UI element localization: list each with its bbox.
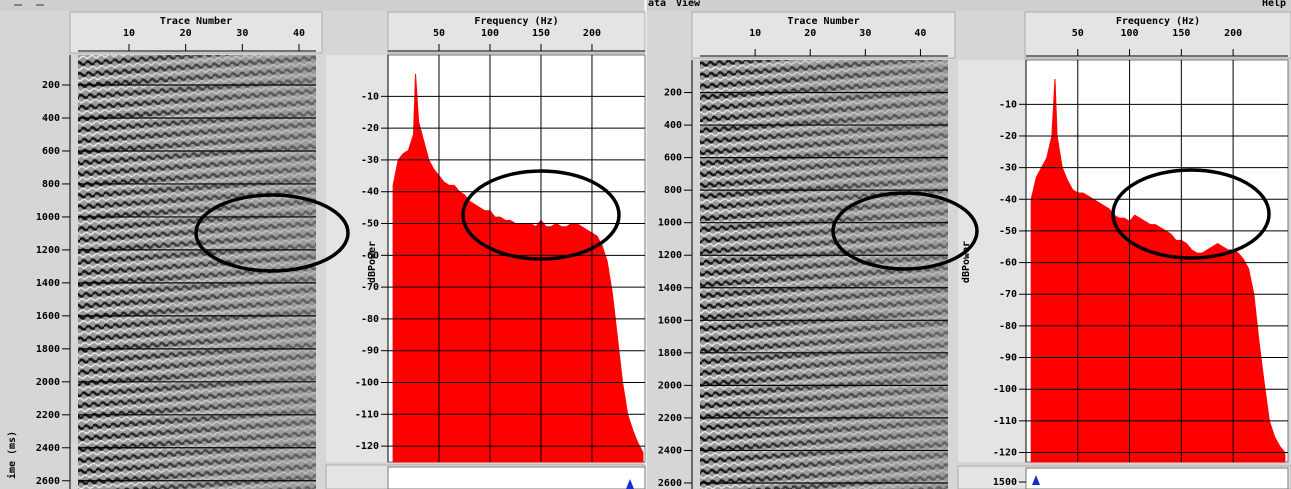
power-tick-label: -100: [993, 384, 1017, 395]
axis-title: Trace Number: [160, 16, 232, 27]
power-tick-label: -120: [355, 441, 379, 452]
power-tick-label: -50: [999, 226, 1017, 237]
power-tick-label: -30: [999, 163, 1017, 174]
trace-tick-label: 40: [293, 28, 305, 39]
time-tick-label: 400: [664, 120, 682, 131]
time-tick-label: 800: [42, 179, 60, 190]
menu-item[interactable]: Help: [1262, 0, 1286, 9]
lower-tick-label: 1500: [993, 477, 1017, 488]
freq-tick-label: 200: [1224, 28, 1242, 39]
freq-tick-label: 150: [532, 28, 550, 39]
power-tick-label: -10: [361, 91, 379, 102]
trace-tick-label: 10: [123, 28, 135, 39]
power-tick-label: -90: [361, 346, 379, 357]
menu-bar: [0, 0, 645, 11]
time-tick-label: 200: [42, 80, 60, 91]
trace-tick-label: 30: [859, 28, 871, 39]
time-tick-label: 800: [664, 185, 682, 196]
power-tick-label: -20: [999, 131, 1017, 142]
menu-item[interactable]: ata: [648, 0, 666, 9]
power-tick-label: -30: [361, 155, 379, 166]
lower-plot: [388, 467, 645, 489]
trace-tick-label: 10: [749, 28, 761, 39]
time-tick-label: 2000: [36, 377, 60, 388]
power-tick-label: -80: [361, 314, 379, 325]
axis-title: dBPower: [367, 241, 378, 283]
time-tick-label: 2000: [658, 380, 682, 391]
power-tick-label: -100: [355, 378, 379, 389]
time-tick-label: 1800: [658, 348, 682, 359]
power-tick-label: -110: [993, 416, 1017, 427]
time-tick-label: 2200: [36, 410, 60, 421]
axis-title: Trace Number: [787, 16, 859, 27]
time-tick-label: 2400: [658, 445, 682, 456]
time-tick-label: 1000: [658, 218, 682, 229]
time-tick-label: 1600: [36, 311, 60, 322]
time-tick-label: 1400: [658, 283, 682, 294]
time-tick-label: 1800: [36, 344, 60, 355]
trace-tick-label: 20: [804, 28, 816, 39]
power-tick-label: -60: [999, 258, 1017, 269]
lower-plot: [1026, 468, 1288, 489]
freq-tick-label: 100: [1121, 28, 1139, 39]
time-tick-label: 2200: [658, 413, 682, 424]
time-tick-label: 2400: [36, 443, 60, 454]
power-tick-label: -110: [355, 409, 379, 420]
time-tick-label: 400: [42, 113, 60, 124]
menu-bar: [646, 0, 1291, 11]
power-tick-label: -80: [999, 321, 1017, 332]
menu-item[interactable]: View: [676, 0, 701, 9]
axis-title: Frequency (Hz): [474, 16, 558, 27]
power-tick-label: -70: [999, 289, 1017, 300]
power-tick-label: -10: [999, 99, 1017, 110]
time-tick-label: 600: [664, 153, 682, 164]
freq-tick-label: 50: [1072, 28, 1084, 39]
seismic-fade: [700, 60, 948, 489]
power-tick-label: -20: [361, 123, 379, 134]
time-tick-label: 1200: [658, 250, 682, 261]
trace-tick-label: 20: [180, 28, 192, 39]
axis-title: ime (ms): [6, 431, 18, 479]
time-tick-label: 600: [42, 146, 60, 157]
app-screenshot: ata View Help Trace Number 10 20 30 40 200 400…: [0, 0, 1291, 489]
time-tick-label: 1400: [36, 278, 60, 289]
time-tick-label: 2600: [36, 476, 60, 487]
freq-tick-label: 100: [481, 28, 499, 39]
axis-title: Frequency (Hz): [1116, 16, 1200, 27]
freq-tick-label: 200: [583, 28, 601, 39]
freq-tick-label: 150: [1172, 28, 1190, 39]
power-tick-label: -120: [993, 448, 1017, 459]
power-tick-label: -40: [361, 187, 379, 198]
time-tick-label: 1600: [658, 315, 682, 326]
time-tick-label: 2600: [658, 478, 682, 489]
trace-tick-label: 30: [236, 28, 248, 39]
power-tick-label: -50: [361, 219, 379, 230]
trace-tick-label: 40: [914, 28, 926, 39]
time-tick-label: 200: [664, 88, 682, 99]
power-tick-label: -90: [999, 353, 1017, 364]
time-tick-label: 1000: [36, 212, 60, 223]
power-tick-label: -40: [999, 194, 1017, 205]
time-tick-label: 1200: [36, 245, 60, 256]
freq-tick-label: 50: [433, 28, 445, 39]
